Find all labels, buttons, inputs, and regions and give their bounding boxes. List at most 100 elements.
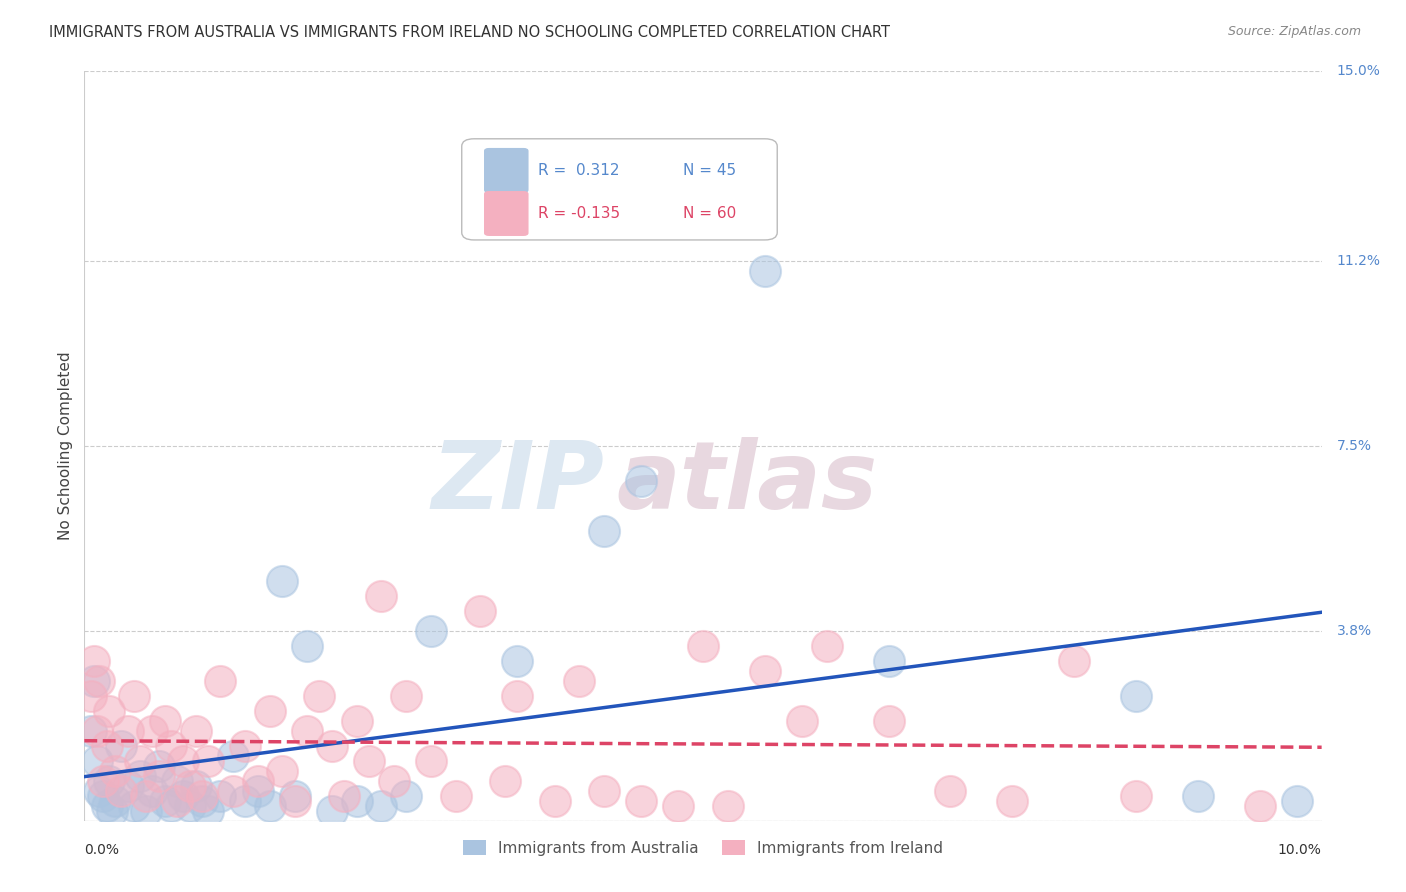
Point xyxy=(104,794,127,808)
Point xyxy=(179,779,201,793)
Y-axis label: No Schooling Completed: No Schooling Completed xyxy=(58,351,73,541)
Point xyxy=(172,754,194,768)
Point xyxy=(191,794,214,808)
Point xyxy=(172,789,194,803)
Text: 10.0%: 10.0% xyxy=(1278,843,1322,857)
Point xyxy=(96,798,118,813)
Text: ZIP: ZIP xyxy=(432,437,605,530)
Text: atlas: atlas xyxy=(616,437,877,530)
Text: IMMIGRANTS FROM AUSTRALIA VS IMMIGRANTS FROM IRELAND NO SCHOOLING COMPLETED CORR: IMMIGRANTS FROM AUSTRALIA VS IMMIGRANTS … xyxy=(49,25,890,40)
Point xyxy=(308,689,330,703)
Point xyxy=(939,783,962,797)
Point xyxy=(104,764,127,778)
Point xyxy=(91,789,114,803)
Point xyxy=(346,714,368,728)
FancyBboxPatch shape xyxy=(461,139,778,240)
Text: 15.0%: 15.0% xyxy=(1337,64,1381,78)
Point xyxy=(321,739,343,753)
Point xyxy=(148,769,170,783)
Point xyxy=(233,739,256,753)
Point xyxy=(333,789,356,803)
Point xyxy=(1187,789,1209,803)
Point xyxy=(91,773,114,788)
Text: N = 45: N = 45 xyxy=(683,163,737,178)
Point xyxy=(259,704,281,718)
Point xyxy=(444,789,467,803)
Point xyxy=(630,794,652,808)
Point xyxy=(233,794,256,808)
Point xyxy=(166,794,188,808)
Point xyxy=(110,783,132,797)
Point xyxy=(382,773,405,788)
Point xyxy=(209,789,232,803)
Point xyxy=(148,758,170,772)
Point xyxy=(153,794,176,808)
Point xyxy=(593,524,616,538)
Point xyxy=(1285,794,1308,808)
Text: R =  0.312: R = 0.312 xyxy=(538,163,620,178)
Point xyxy=(222,748,245,763)
Point xyxy=(141,783,163,797)
Point xyxy=(83,673,105,688)
Point xyxy=(100,804,122,818)
Point xyxy=(110,739,132,753)
Point xyxy=(1001,794,1024,808)
Point xyxy=(197,804,219,818)
Point xyxy=(191,789,214,803)
Point xyxy=(117,779,139,793)
Point xyxy=(160,739,183,753)
Point xyxy=(295,639,318,653)
Point xyxy=(271,574,294,588)
Point xyxy=(506,689,529,703)
Text: N = 60: N = 60 xyxy=(683,206,737,221)
Point xyxy=(790,714,813,728)
Point xyxy=(815,639,838,653)
Point xyxy=(166,773,188,788)
Point xyxy=(209,673,232,688)
Point xyxy=(692,639,714,653)
Point xyxy=(98,704,121,718)
Point xyxy=(630,474,652,488)
Point xyxy=(1125,689,1147,703)
Point xyxy=(79,723,101,738)
Point xyxy=(117,723,139,738)
Text: R = -0.135: R = -0.135 xyxy=(538,206,620,221)
Point xyxy=(86,754,108,768)
Point xyxy=(321,804,343,818)
Point xyxy=(197,754,219,768)
Text: Source: ZipAtlas.com: Source: ZipAtlas.com xyxy=(1227,25,1361,38)
Point xyxy=(395,789,418,803)
Point xyxy=(666,798,689,813)
Point xyxy=(86,723,108,738)
Point xyxy=(1249,798,1271,813)
Text: 3.8%: 3.8% xyxy=(1337,624,1372,638)
Point xyxy=(135,789,157,803)
Point xyxy=(122,689,145,703)
Point xyxy=(246,783,269,797)
Point xyxy=(160,798,183,813)
Point xyxy=(129,769,152,783)
Point xyxy=(593,783,616,797)
Text: 11.2%: 11.2% xyxy=(1337,254,1381,268)
Point xyxy=(259,798,281,813)
Point xyxy=(494,773,516,788)
Point xyxy=(370,798,392,813)
Point xyxy=(470,604,492,618)
Point xyxy=(877,714,900,728)
Legend: Immigrants from Australia, Immigrants from Ireland: Immigrants from Australia, Immigrants fr… xyxy=(457,833,949,862)
Point xyxy=(346,794,368,808)
Point xyxy=(141,723,163,738)
Point xyxy=(357,754,380,768)
Point xyxy=(295,723,318,738)
Point xyxy=(184,779,207,793)
Point xyxy=(122,798,145,813)
Point xyxy=(284,794,307,808)
Point xyxy=(184,723,207,738)
Point xyxy=(135,804,157,818)
Point xyxy=(1125,789,1147,803)
Point xyxy=(98,773,121,788)
Point xyxy=(89,783,111,797)
Point xyxy=(717,798,740,813)
Point xyxy=(506,654,529,668)
Point xyxy=(419,754,441,768)
